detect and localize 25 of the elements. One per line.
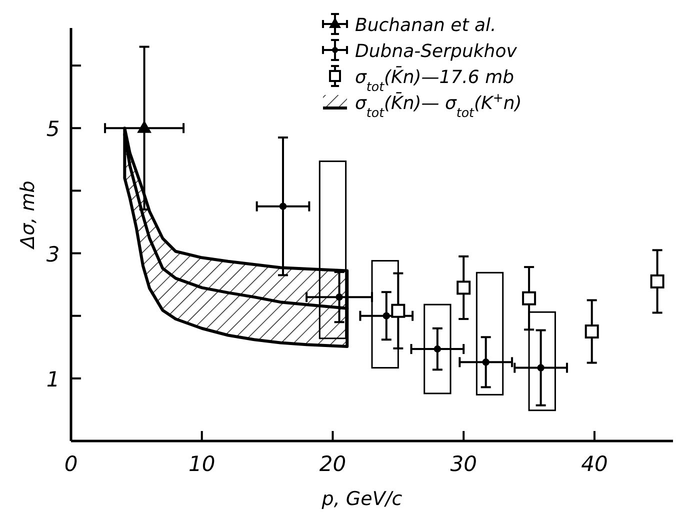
y-axis-title: Δσ, mb bbox=[17, 180, 39, 250]
y-tick-label: 1 bbox=[46, 367, 60, 392]
legend-label: σ$_{tot}$(K̄n)—17.6 mb bbox=[355, 66, 514, 94]
x-tick-label: 20 bbox=[319, 452, 346, 476]
x-tick-label: 40 bbox=[581, 452, 608, 476]
point bbox=[434, 345, 442, 353]
legend-label: Dubna-Serpukhov bbox=[355, 41, 518, 62]
y-tick-label: 5 bbox=[46, 117, 60, 142]
point bbox=[279, 202, 287, 210]
point bbox=[336, 293, 343, 301]
x-axis-title: p, GeV/c bbox=[320, 488, 403, 510]
point bbox=[382, 312, 390, 320]
point bbox=[522, 291, 536, 306]
point bbox=[650, 274, 664, 288]
point bbox=[137, 120, 152, 133]
x-tick-label: 0 bbox=[64, 452, 78, 476]
point bbox=[482, 358, 490, 366]
point bbox=[391, 304, 406, 318]
y-tick-label: 3 bbox=[46, 242, 60, 266]
x-tick-label: 10 bbox=[188, 452, 216, 476]
x-tick-label: 30 bbox=[450, 452, 477, 476]
legend-label: Buchanan et al. bbox=[355, 15, 496, 36]
point bbox=[537, 364, 544, 372]
point bbox=[456, 280, 471, 295]
point bbox=[584, 324, 599, 338]
